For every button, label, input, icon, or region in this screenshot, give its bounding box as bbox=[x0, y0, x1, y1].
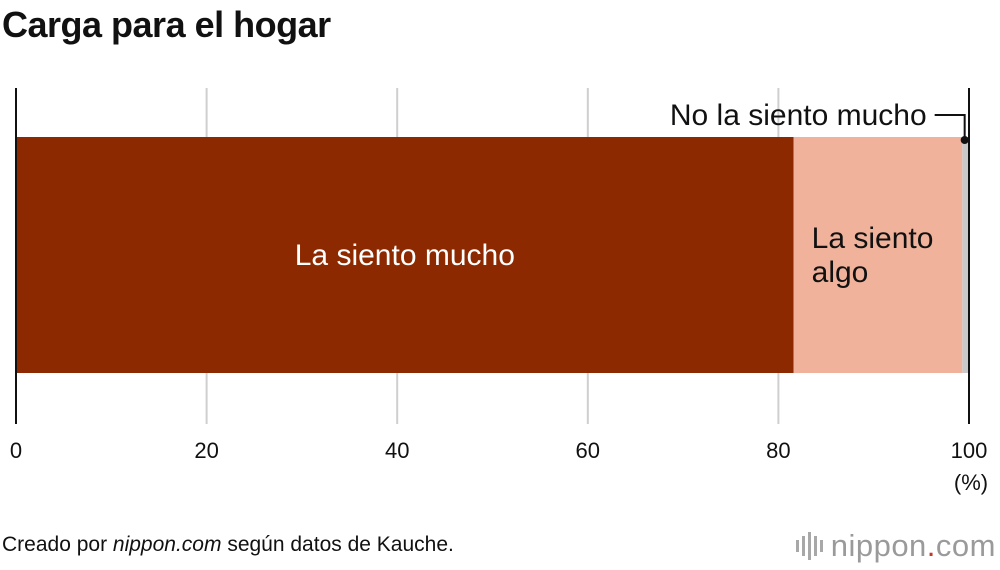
brand-name: nippon bbox=[830, 528, 927, 563]
segment-labels: La siento mucho La siento algo No la siento… bbox=[295, 99, 969, 289]
segment-label: No la siento mucho bbox=[670, 99, 927, 132]
segment-label-line: algo bbox=[812, 256, 869, 289]
x-unit-label: (%) bbox=[954, 470, 988, 495]
segment-label: La siento algo bbox=[812, 222, 934, 289]
nippon-logo: nippon. com bbox=[795, 528, 996, 564]
bar-segment bbox=[16, 137, 794, 373]
x-tick-label: 60 bbox=[576, 438, 600, 463]
brand-tld: com bbox=[935, 528, 996, 563]
stacked-bar-chart: La siento mucho La siento algo No la siento… bbox=[10, 88, 988, 495]
bar-segments bbox=[16, 137, 969, 373]
x-tick-label: 40 bbox=[385, 438, 409, 463]
x-tick-label: 0 bbox=[10, 438, 22, 463]
source-suffix: según datos de Kauche. bbox=[221, 533, 454, 556]
x-tick-label: 80 bbox=[766, 438, 790, 463]
brand-dot: . bbox=[926, 528, 936, 563]
callout-leader-line bbox=[934, 114, 966, 140]
source-site: nippon.com bbox=[112, 533, 222, 556]
source-note: Creado por nippon.com según datos de Kau… bbox=[2, 533, 454, 557]
source-prefix: Creado por bbox=[2, 533, 113, 556]
segment-label-line: La siento bbox=[812, 222, 934, 255]
segment-label: La siento mucho bbox=[295, 239, 515, 272]
x-tick-label: 100 bbox=[951, 438, 988, 463]
bar-segment bbox=[962, 137, 969, 373]
chart-title: Carga para el hogar bbox=[2, 4, 331, 45]
x-tick-label: 20 bbox=[194, 438, 218, 463]
x-axis: 0 20 40 60 80 100 (%) bbox=[10, 88, 988, 495]
brand-bars-icon bbox=[795, 532, 823, 560]
bar-segment bbox=[793, 137, 963, 373]
segment-label-line: La siento mucho bbox=[295, 239, 515, 272]
